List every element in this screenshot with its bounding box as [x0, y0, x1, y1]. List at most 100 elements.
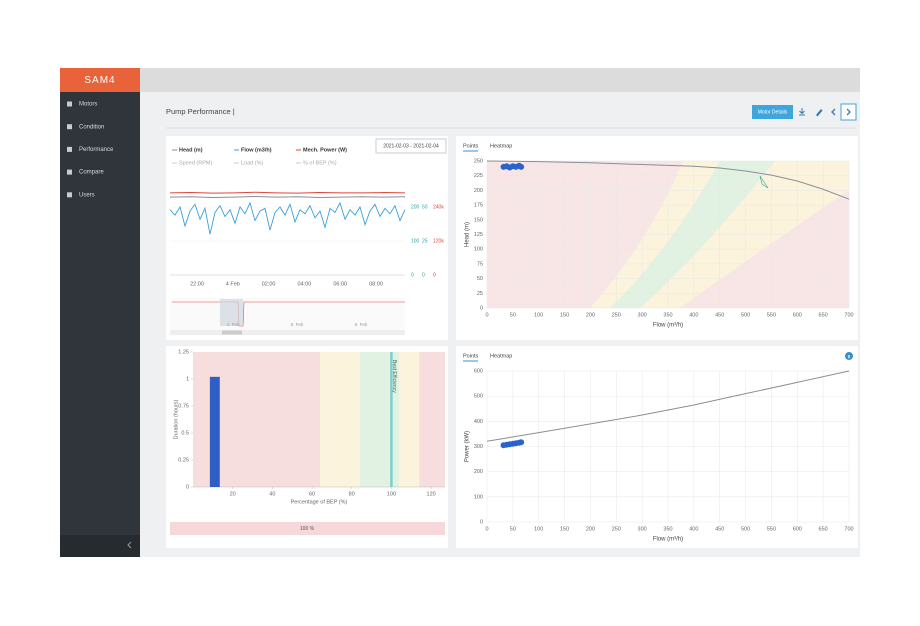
y-axis-label: Power (kW)	[465, 431, 471, 462]
x-tick-label: 06:00	[333, 281, 347, 287]
navigator-label: 4. Feb	[227, 322, 240, 327]
power-panel	[456, 346, 858, 548]
zone	[319, 352, 360, 487]
y-tick-label: 0	[480, 519, 483, 525]
scrollbar[interactable]	[170, 330, 405, 335]
date-box[interactable]	[375, 138, 447, 154]
menu-item[interactable]: Motors	[79, 102, 97, 108]
x-tick-label: 100	[534, 312, 543, 318]
info-icon-glyph	[848, 355, 850, 359]
date-range[interactable]: 2021-02-03 - 2021-02-04	[383, 143, 439, 149]
tab[interactable]: Points	[463, 353, 479, 359]
x-tick-label: 08:00	[369, 281, 383, 287]
x-tick-label: 150	[560, 526, 569, 532]
legend-label[interactable]: % of BEP (%)	[303, 160, 337, 166]
curve	[486, 370, 850, 442]
x-tick-label: 100	[534, 526, 543, 532]
menu-icon[interactable]	[67, 124, 72, 130]
x-tick-label: 700	[844, 526, 853, 532]
sidebar	[60, 92, 140, 557]
bep-marker	[759, 175, 769, 189]
y-tick-label: 75	[477, 261, 483, 267]
y-tick-label: 25	[422, 238, 428, 244]
navigator-label: 5. Feb	[291, 322, 304, 327]
tab[interactable]: Points	[463, 143, 479, 149]
x-tick-label: 200	[586, 312, 595, 318]
legend-label[interactable]: Flow (m3/h)	[241, 147, 272, 153]
x-tick-label: 200	[586, 526, 595, 532]
bep-annotation: Best Efficiency	[391, 360, 397, 393]
y-tick-label: 225	[474, 173, 483, 179]
edit-icon[interactable]	[816, 109, 823, 117]
x-tick-label: 0	[485, 312, 488, 318]
menu-icon[interactable]	[67, 146, 72, 152]
y-tick-label: 240k	[433, 204, 444, 210]
footer-bar	[170, 522, 445, 535]
zone	[399, 352, 420, 487]
series-line	[169, 201, 406, 235]
prev-icon[interactable]	[831, 108, 836, 116]
y-tick-label: 0	[422, 272, 425, 278]
x-tick-label: 150	[560, 312, 569, 318]
x-tick-label: 550	[767, 526, 776, 532]
next-button[interactable]	[840, 103, 857, 121]
tab[interactable]: Heatmap	[490, 353, 512, 359]
legend-label[interactable]: Head (m)	[179, 147, 203, 153]
details-button[interactable]	[752, 105, 793, 119]
y-tick-label: 200	[411, 204, 420, 210]
x-tick-label: 550	[767, 312, 776, 318]
point	[518, 163, 525, 170]
y-tick-label: 400	[474, 419, 483, 425]
x-tick-label: 22:00	[190, 281, 204, 287]
series-line	[169, 195, 406, 198]
x-tick-label: 650	[819, 526, 828, 532]
sidebar-footer	[60, 535, 140, 557]
x-tick-label: 500	[741, 526, 750, 532]
menu-icon[interactable]	[67, 192, 72, 198]
x-tick-label: 100	[387, 491, 396, 497]
page-title: Pump Performance |	[166, 107, 235, 116]
menu-item[interactable]: Condition	[79, 124, 104, 130]
curve	[486, 160, 850, 200]
x-tick-label: 04:00	[298, 281, 312, 287]
x-tick-label: 400	[689, 312, 698, 318]
menu-item[interactable]: Performance	[79, 147, 114, 153]
x-tick-label: 400	[689, 526, 698, 532]
y-tick-label: 50	[477, 276, 483, 282]
x-tick-label: 50	[510, 526, 516, 532]
y-tick-label: 1	[186, 376, 189, 382]
y-tick-label: 250	[474, 158, 483, 164]
x-tick-label: 02:00	[262, 281, 276, 287]
details-button-label[interactable]: Motor Details	[758, 109, 788, 115]
x-tick-label: 350	[663, 312, 672, 318]
menu-item[interactable]: Compare	[79, 170, 104, 176]
x-axis-label: Flow (m³/h)	[653, 537, 683, 543]
next-icon[interactable]	[846, 108, 851, 116]
scrollbar-thumb[interactable]	[222, 330, 242, 335]
x-tick-label: 40	[269, 491, 275, 497]
zone	[359, 352, 400, 487]
collapse-icon[interactable]	[127, 541, 132, 549]
legend-label[interactable]: Load (%)	[241, 160, 263, 166]
menu-icon[interactable]	[67, 169, 72, 175]
menu-item[interactable]: Users	[79, 192, 95, 198]
navigator-selection[interactable]	[220, 299, 243, 326]
footer-label: 100 %	[300, 526, 315, 532]
tab[interactable]: Heatmap	[490, 143, 512, 149]
y-tick-label: 0.75	[178, 403, 189, 409]
y-tick-label: 300	[474, 444, 483, 450]
point	[518, 439, 525, 446]
menu-icon[interactable]	[67, 101, 72, 107]
x-tick-label: 4 Feb	[226, 281, 240, 287]
legend-label[interactable]: Speed (RPM)	[179, 160, 212, 166]
legend-label[interactable]: Mech. Power (W)	[303, 147, 347, 153]
y-tick-label: 200	[474, 469, 483, 475]
y-axis-label: Head (m)	[465, 222, 471, 247]
y-tick-label: 120k	[433, 238, 444, 244]
x-tick-label: 650	[819, 312, 828, 318]
download-icon[interactable]	[799, 108, 805, 116]
zone	[419, 352, 445, 487]
y-tick-label: 50	[422, 204, 428, 210]
x-tick-label: 0	[485, 526, 488, 532]
